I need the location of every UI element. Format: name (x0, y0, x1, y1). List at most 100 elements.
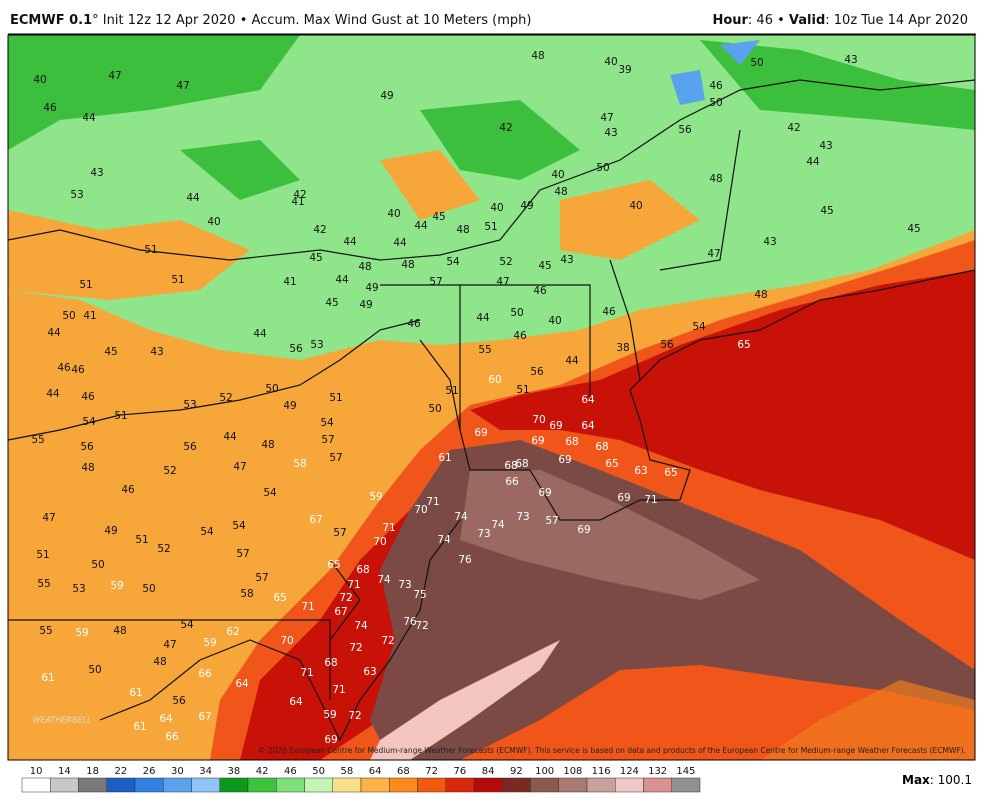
colorbar-cell (21, 777, 51, 793)
colorbar-cell (191, 777, 220, 793)
map-label: 40 (551, 169, 564, 181)
map-label: 54 (263, 487, 277, 499)
valid-label: Valid (789, 13, 825, 28)
map-label: 54 (446, 256, 460, 268)
map-label: 46 (121, 484, 135, 496)
map-label: 74 (454, 511, 468, 523)
map-label: 60 (488, 374, 501, 386)
map-label: 47 (42, 512, 55, 524)
map-label: 70 (280, 635, 293, 647)
map-label: 65 (664, 467, 677, 479)
colorbar-tick-label: 50 (312, 766, 325, 777)
colorbar-cell (50, 777, 79, 793)
colorbar-tick-label: 108 (563, 766, 582, 777)
map-label: 49 (359, 299, 372, 311)
map-label: 53 (183, 399, 196, 411)
dark-green-patches (8, 35, 975, 200)
map-label: 54 (200, 526, 214, 538)
map-label: 58 (240, 588, 253, 600)
map-label: 68 (324, 657, 337, 669)
colorbar-cell (276, 777, 305, 793)
map-label: 53 (72, 583, 85, 595)
map-label: 51 (445, 385, 458, 397)
map-label: 67 (334, 606, 347, 618)
map-label: 65 (605, 458, 618, 470)
map-label: 56 (172, 695, 186, 707)
map-label: 44 (806, 156, 820, 168)
map-label: 52 (157, 543, 170, 555)
map-label: 55 (37, 578, 50, 590)
map-label: 48 (261, 439, 274, 451)
map-label: 51 (171, 274, 184, 286)
map-label: 67 (198, 711, 211, 723)
colorbar-cell (219, 777, 249, 793)
map-label: 68 (515, 458, 528, 470)
map-label: 44 (46, 388, 60, 400)
map-label: 72 (381, 635, 394, 647)
hour-label: Hour (712, 13, 748, 28)
map-label: 43 (604, 127, 617, 139)
map-label: 50 (88, 664, 101, 676)
map-label: 59 (369, 491, 382, 503)
map-label: 44 (47, 327, 61, 339)
map-label: 59 (323, 709, 336, 721)
map-label: 54 (180, 619, 194, 631)
map-label: 40 (207, 216, 220, 228)
map-label: 41 (283, 276, 296, 288)
colorbar-tick-label: 22 (115, 766, 128, 777)
map-label: 48 (456, 224, 469, 236)
map-label: 48 (153, 656, 166, 668)
map-label: 47 (600, 112, 613, 124)
map-label: 74 (491, 519, 505, 531)
map-label: 66 (165, 731, 179, 743)
map-label: 45 (104, 346, 117, 358)
map-label: 50 (428, 403, 441, 415)
map-label: 41 (291, 196, 304, 208)
colorbar-cell (473, 777, 503, 793)
light-brown-zone (460, 470, 760, 600)
green-zone (8, 35, 975, 360)
map-label: 68 (565, 436, 578, 448)
map-label: 74 (354, 620, 368, 632)
map-label: 41 (83, 310, 96, 322)
map-label: 58 (293, 458, 306, 470)
map-label: 66 (505, 476, 519, 488)
map-label: 57 (329, 452, 342, 464)
map-label: 50 (709, 97, 722, 109)
map-label: 48 (81, 462, 94, 474)
colorbar-tick-label: 38 (228, 766, 241, 777)
map-label: 50 (142, 583, 155, 595)
map-label: 59 (75, 627, 88, 639)
colorbar-tick-label: 30 (171, 766, 184, 777)
map-label: 44 (343, 236, 357, 248)
map-label: 68 (595, 441, 608, 453)
map-label: 72 (348, 710, 361, 722)
map-label: 69 (538, 487, 551, 499)
map-label: 64 (581, 420, 595, 432)
colorbar-tick-label: 145 (676, 766, 695, 777)
map-label: 43 (90, 167, 103, 179)
colorbar-tick-label: 14 (58, 766, 71, 777)
map-label: 46 (71, 364, 85, 376)
map-label: 69 (549, 420, 562, 432)
colorbar-tick-label: 116 (592, 766, 611, 777)
map-label: 71 (301, 601, 314, 613)
map-label: 71 (644, 494, 657, 506)
map-label: 40 (33, 74, 46, 86)
map-label: 40 (490, 202, 503, 214)
colorbar-cell (332, 777, 362, 793)
map-label: 57 (429, 276, 442, 288)
map-label: 50 (265, 383, 278, 395)
map-label: 75 (413, 589, 426, 601)
map-label: 61 (129, 687, 142, 699)
map-label: 65 (327, 559, 340, 571)
boundaries (8, 79, 975, 742)
map-label: 69 (577, 524, 590, 536)
map-label: 49 (380, 90, 393, 102)
colorbar-cell (643, 777, 672, 793)
map-label: 57 (255, 572, 268, 584)
map-label: 72 (415, 620, 428, 632)
map-label: 45 (325, 297, 338, 309)
map-label: 56 (678, 124, 692, 136)
